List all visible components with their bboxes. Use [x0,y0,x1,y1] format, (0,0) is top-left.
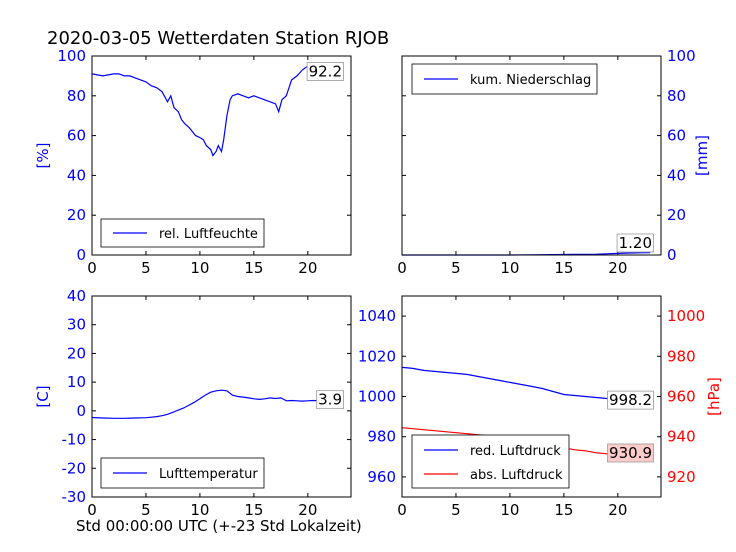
legend-label: abs. Luftdruck [470,468,563,483]
y-tick-label: 1000 [358,388,396,406]
y-tick-label: 20 [67,344,86,362]
series-line-lufttemperatur [91,389,341,419]
chart-panel-top-left: 0 5 10 15 20 0 20 40 60 80 100 [%] 92.2 rel. Luftfeuc… [34,47,352,277]
last-value-label-box [316,390,344,410]
y-tick-label: 980 [367,428,396,446]
y-tick-label: 40 [67,166,86,184]
last-value-label: 1.20 [619,234,652,252]
x-tick-label: 0 [87,259,97,277]
y-tick-label: 100 [57,47,86,65]
y-tick-label: 0 [76,402,86,420]
x-tick-label: 15 [244,501,263,519]
x-tick-label: 15 [554,501,573,519]
y-axis-label: [C] [34,385,52,407]
y-right-tick-label: 940 [667,428,696,446]
series-line-rel-luftfeuchte [91,63,341,157]
y-axis-label: [mm] [693,135,711,176]
x-tick-label: 10 [190,259,209,277]
last-value-label-box [306,62,344,81]
last-value-label-box [616,233,654,253]
chart-panel-bottom-right: 0 5 10 15 20 960 980 1000 1020 1040 920 940 960 980 10… [358,295,723,519]
last-value-label: 3.9 [318,391,342,409]
x-tick-label: 5 [141,259,151,277]
x-tick-label: 10 [500,259,519,277]
chart-panel-top-right: 0 5 10 15 20 0 20 40 60 80 100 [mm] 1.20 kum. Nieders… [397,47,711,277]
y-tick-label: 20 [667,206,686,224]
legend-label: Lufttemperatur [159,467,258,482]
x-tick-label: 15 [244,259,263,277]
y-tick-label: -20 [62,459,87,477]
y-tick-label: 80 [67,87,86,105]
legend: red. Luftdruck abs. Luftdruck [411,434,570,489]
y-tick-label: 10 [67,373,86,391]
y-right-tick-label: 980 [667,347,696,365]
legend-label: rel. Luftfeuchte [159,227,258,242]
y-tick-label: 60 [67,127,86,145]
last-value-label-box [607,390,654,410]
y-axis-label: [%] [34,143,52,169]
x-tick-label: 5 [451,501,461,519]
y-tick-label: -30 [62,488,87,506]
y-tick-label: 80 [667,87,686,105]
x-tick-label: 20 [608,501,627,519]
y-tick-label: 30 [67,316,86,334]
legend-label: kum. Niederschlag [470,73,591,88]
last-value-label-right-box [607,443,654,463]
y-right-tick-label: 960 [667,388,696,406]
y-tick-label: 0 [76,246,86,264]
plot-frame [91,295,352,498]
y-tick-label: 100 [667,47,696,65]
x-tick-label: 10 [500,501,519,519]
legend: kum. Niederschlag [411,63,598,95]
last-value-label: 92.2 [309,63,342,81]
figure-title: 2020-03-05 Wetterdaten Station RJOB [47,28,389,49]
y-tick-label: 60 [667,127,686,145]
last-value-label: 998.2 [609,391,652,409]
x-tick-label: 20 [608,259,627,277]
x-tick-label: 0 [397,501,407,519]
y-tick-label: 20 [67,206,86,224]
chart-panel-bottom-left: 0 5 10 15 20 -30 -20 -10 0 10 20 30 40 [C] 3.9 Lufttemp… [34,287,352,519]
x-axis-label: Std 00:00:00 UTC (+-23 Std Lokalzeit) [76,517,362,535]
x-tick-label: 5 [141,501,151,519]
last-value-label-right: 930.9 [609,444,652,462]
legend-label: red. Luftdruck [470,444,561,459]
y-right-tick-label: 1000 [667,307,705,325]
x-tick-label: 20 [298,259,317,277]
x-tick-label: 10 [190,501,209,519]
y-tick-label: 40 [67,287,86,305]
plot-frame [91,55,352,256]
x-tick-label: 15 [554,259,573,277]
legend-box [411,434,570,489]
y-tick-label: 1020 [358,347,396,365]
y-right-tick-label: 920 [667,468,696,486]
legend: rel. Luftfeuchte [100,218,265,248]
y-tick-label: 0 [667,246,677,264]
legend: Lufttemperatur [100,457,265,489]
y-right-axis-label: [hPa] [705,377,723,416]
y-tick-label: -10 [62,431,87,449]
y-tick-label: 1040 [358,307,396,325]
plot-frame [401,55,662,256]
y-tick-label: 960 [367,468,396,486]
x-tick-label: 20 [298,501,317,519]
x-tick-label: 0 [87,501,97,519]
x-tick-label: 0 [397,259,407,277]
x-tick-label: 5 [451,259,461,277]
y-tick-label: 40 [667,166,686,184]
